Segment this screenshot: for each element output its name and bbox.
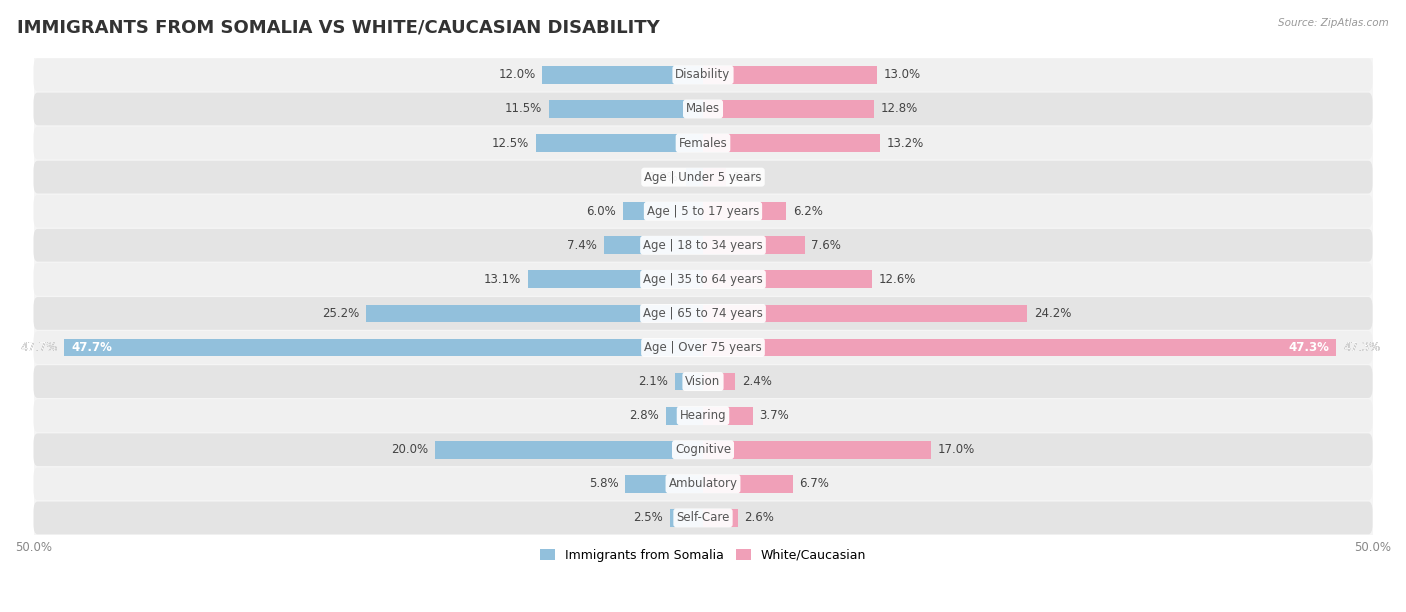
Bar: [436, 441, 703, 458]
Text: 6.2%: 6.2%: [793, 204, 823, 218]
FancyBboxPatch shape: [34, 161, 1372, 193]
Bar: [366, 305, 703, 323]
Text: 12.5%: 12.5%: [492, 136, 529, 149]
Text: Self-Care: Self-Care: [676, 512, 730, 524]
FancyBboxPatch shape: [34, 502, 1372, 534]
Text: Females: Females: [679, 136, 727, 149]
Text: Vision: Vision: [685, 375, 721, 388]
Text: Age | 5 to 17 years: Age | 5 to 17 years: [647, 204, 759, 218]
Bar: [703, 168, 725, 186]
Bar: [703, 441, 931, 458]
Text: 20.0%: 20.0%: [391, 443, 429, 457]
FancyBboxPatch shape: [34, 195, 1372, 228]
FancyBboxPatch shape: [34, 263, 1372, 296]
FancyBboxPatch shape: [34, 229, 1372, 262]
Text: 1.3%: 1.3%: [650, 171, 679, 184]
Bar: [703, 100, 875, 118]
Text: 47.7%: 47.7%: [70, 341, 112, 354]
Text: IMMIGRANTS FROM SOMALIA VS WHITE/CAUCASIAN DISABILITY: IMMIGRANTS FROM SOMALIA VS WHITE/CAUCASI…: [17, 18, 659, 36]
Text: Age | 35 to 64 years: Age | 35 to 64 years: [643, 273, 763, 286]
Bar: [675, 373, 703, 390]
Text: 13.0%: 13.0%: [884, 69, 921, 81]
Text: 13.2%: 13.2%: [886, 136, 924, 149]
Bar: [703, 475, 793, 493]
Text: Disability: Disability: [675, 69, 731, 81]
Text: 2.8%: 2.8%: [628, 409, 659, 422]
Text: 47.7%: 47.7%: [20, 341, 58, 354]
FancyBboxPatch shape: [34, 92, 1372, 125]
Text: 13.1%: 13.1%: [484, 273, 520, 286]
Text: Cognitive: Cognitive: [675, 443, 731, 457]
Bar: [703, 134, 880, 152]
Text: Age | 18 to 34 years: Age | 18 to 34 years: [643, 239, 763, 252]
Bar: [703, 203, 786, 220]
Text: 47.3%: 47.3%: [1289, 341, 1330, 354]
FancyBboxPatch shape: [34, 468, 1372, 500]
Text: 25.2%: 25.2%: [322, 307, 359, 320]
Text: 2.5%: 2.5%: [633, 512, 662, 524]
FancyBboxPatch shape: [34, 399, 1372, 432]
Text: 1.7%: 1.7%: [733, 171, 762, 184]
Text: Hearing: Hearing: [679, 409, 727, 422]
Bar: [548, 100, 703, 118]
Bar: [536, 134, 703, 152]
Text: 7.6%: 7.6%: [811, 239, 841, 252]
Text: 12.0%: 12.0%: [498, 69, 536, 81]
Text: 24.2%: 24.2%: [1033, 307, 1071, 320]
Text: 2.6%: 2.6%: [745, 512, 775, 524]
Bar: [626, 475, 703, 493]
Bar: [703, 271, 872, 288]
Text: 47.7%: 47.7%: [20, 341, 58, 354]
Text: 3.7%: 3.7%: [759, 409, 789, 422]
FancyBboxPatch shape: [34, 59, 1372, 91]
Text: Source: ZipAtlas.com: Source: ZipAtlas.com: [1278, 18, 1389, 28]
Bar: [703, 338, 1336, 356]
FancyBboxPatch shape: [34, 331, 1372, 364]
Text: Age | Under 5 years: Age | Under 5 years: [644, 171, 762, 184]
Bar: [703, 373, 735, 390]
Text: Age | Over 75 years: Age | Over 75 years: [644, 341, 762, 354]
Text: 6.0%: 6.0%: [586, 204, 616, 218]
Text: 2.1%: 2.1%: [638, 375, 668, 388]
Text: Ambulatory: Ambulatory: [668, 477, 738, 490]
Bar: [703, 66, 877, 84]
FancyBboxPatch shape: [34, 365, 1372, 398]
Bar: [623, 203, 703, 220]
Bar: [65, 338, 703, 356]
Text: 2.4%: 2.4%: [742, 375, 772, 388]
FancyBboxPatch shape: [34, 297, 1372, 330]
Bar: [665, 407, 703, 425]
Text: 47.3%: 47.3%: [1343, 341, 1381, 354]
Text: 17.0%: 17.0%: [938, 443, 974, 457]
Bar: [543, 66, 703, 84]
FancyBboxPatch shape: [34, 433, 1372, 466]
Bar: [703, 509, 738, 527]
Text: 7.4%: 7.4%: [568, 239, 598, 252]
Bar: [703, 407, 752, 425]
Bar: [686, 168, 703, 186]
Text: 11.5%: 11.5%: [505, 102, 543, 116]
Legend: Immigrants from Somalia, White/Caucasian: Immigrants from Somalia, White/Caucasian: [534, 544, 872, 567]
FancyBboxPatch shape: [34, 127, 1372, 159]
Text: 12.6%: 12.6%: [879, 273, 915, 286]
Bar: [605, 236, 703, 254]
Text: 12.8%: 12.8%: [882, 102, 918, 116]
Text: Age | 65 to 74 years: Age | 65 to 74 years: [643, 307, 763, 320]
Text: 47.3%: 47.3%: [1343, 341, 1381, 354]
Text: Males: Males: [686, 102, 720, 116]
Bar: [703, 305, 1026, 323]
Text: 6.7%: 6.7%: [800, 477, 830, 490]
Bar: [703, 236, 804, 254]
Bar: [527, 271, 703, 288]
Text: 5.8%: 5.8%: [589, 477, 619, 490]
Bar: [669, 509, 703, 527]
